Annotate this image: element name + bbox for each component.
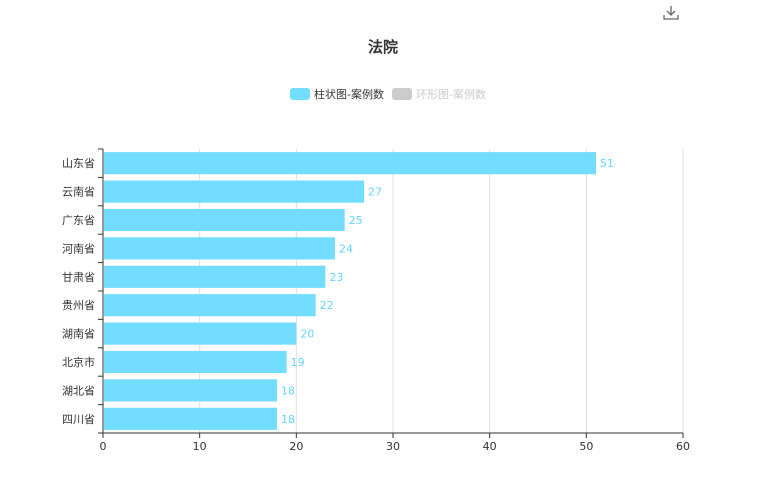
y-tick-label-0: 山东省 xyxy=(62,157,95,170)
bar-5 xyxy=(104,294,316,317)
y-tick-label-5: 贵州省 xyxy=(62,299,95,312)
y-tick-label-3: 河南省 xyxy=(62,242,95,255)
bar-3 xyxy=(104,237,335,260)
legend-item-bar[interactable]: 柱状图-案例数 xyxy=(290,86,384,102)
data-label-3: 24 xyxy=(339,242,353,255)
bar-6 xyxy=(104,322,297,345)
bar-9 xyxy=(104,407,277,430)
legend-item-ring[interactable]: 环形图-案例数 xyxy=(391,86,486,102)
y-tick-label-8: 湖北省 xyxy=(62,384,95,397)
y-tick-label-6: 湖南省 xyxy=(62,328,95,341)
x-tick-label-60: 60 xyxy=(676,440,690,453)
y-tick-label-2: 广东省 xyxy=(62,214,95,227)
bar-7 xyxy=(104,350,287,374)
bar-1 xyxy=(104,180,364,203)
legend-label-bar: 柱状图-案例数 xyxy=(314,88,384,101)
data-label-9: 18 xyxy=(281,413,295,426)
bar-2 xyxy=(104,208,345,232)
legend-swatch-bar xyxy=(290,88,310,100)
bar-8 xyxy=(104,379,277,402)
legend-label-ring: 环形图-案例数 xyxy=(415,88,486,101)
legend-swatch-ring xyxy=(391,88,412,100)
y-tick-label-9: 四川省 xyxy=(62,413,95,426)
y-tick-label-4: 甘肃省 xyxy=(62,271,95,284)
download-icon xyxy=(663,6,679,20)
data-label-0: 51 xyxy=(600,157,614,170)
chart-title: 法院 xyxy=(367,38,398,56)
x-tick-label-50: 50 xyxy=(579,440,593,453)
bar-4 xyxy=(104,265,326,288)
x-tick-label-30: 30 xyxy=(386,440,400,453)
data-label-8: 18 xyxy=(281,384,295,397)
data-label-6: 20 xyxy=(300,328,314,341)
data-label-5: 22 xyxy=(320,299,334,312)
data-label-2: 25 xyxy=(349,214,363,227)
y-tick-label-1: 云南省 xyxy=(62,186,95,199)
x-tick-label-40: 40 xyxy=(483,440,497,453)
x-tick-label-10: 10 xyxy=(193,440,207,453)
data-label-1: 27 xyxy=(368,186,382,199)
data-label-7: 19 xyxy=(291,356,305,369)
download-button[interactable] xyxy=(662,4,680,22)
legend: 柱状图-案例数 环形图-案例数 xyxy=(290,86,486,102)
x-tick-label-20: 20 xyxy=(289,440,303,453)
x-tick-label-0: 0 xyxy=(100,440,107,453)
data-label-4: 23 xyxy=(329,271,343,284)
y-tick-label-7: 北京市 xyxy=(62,355,95,369)
bar-0 xyxy=(104,152,596,175)
